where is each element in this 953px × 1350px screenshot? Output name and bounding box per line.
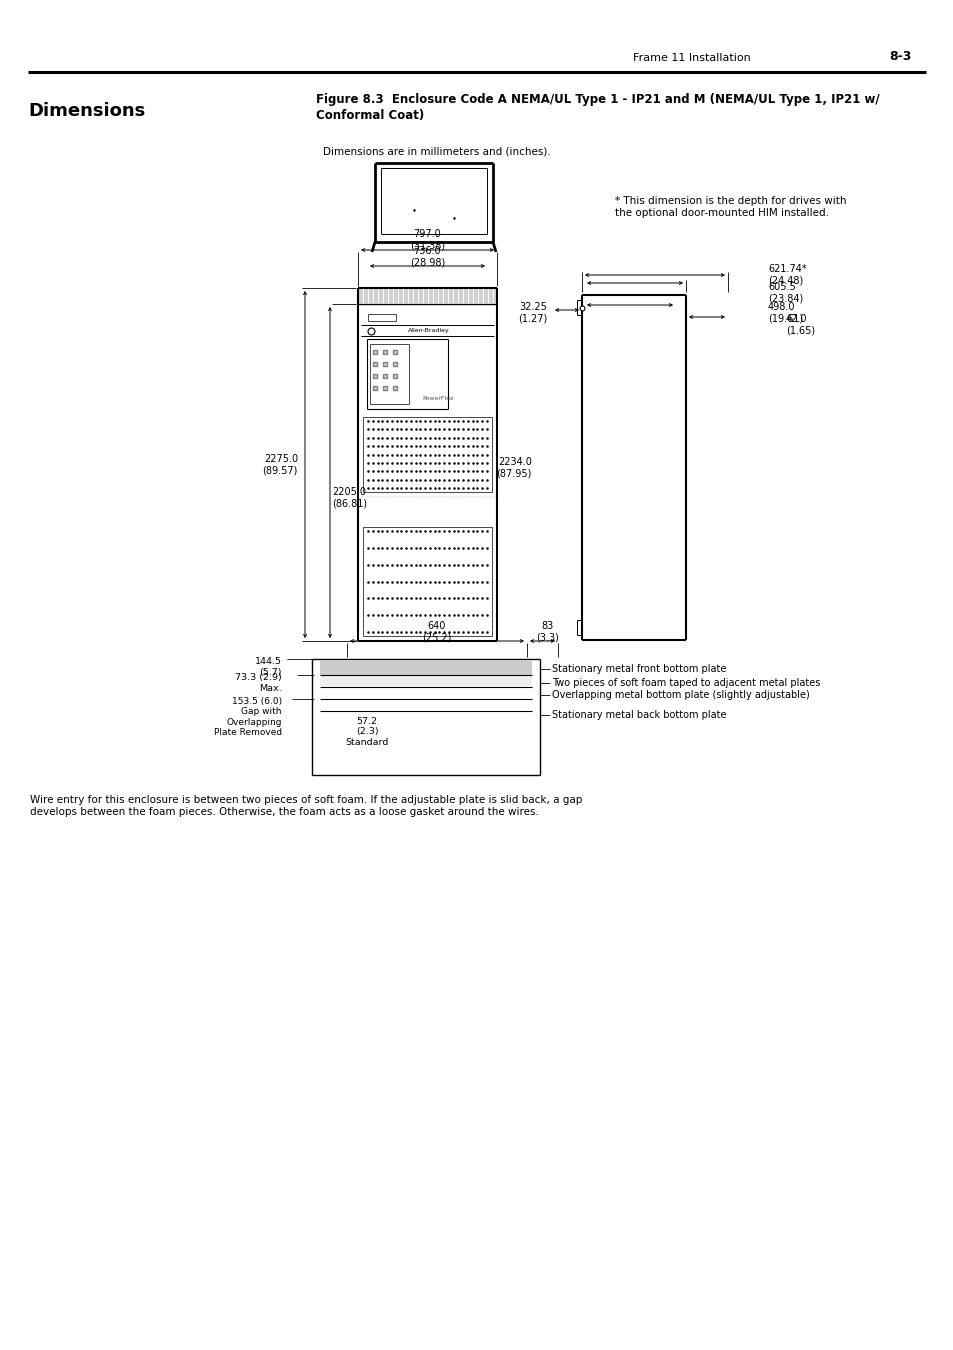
Text: 83
(3.3): 83 (3.3) — [536, 621, 558, 643]
Text: Overlapping metal bottom plate (slightly adjustable): Overlapping metal bottom plate (slightly… — [552, 690, 809, 701]
Text: * This dimension is the depth for drives with
the optional door-mounted HIM inst: * This dimension is the depth for drives… — [615, 196, 845, 217]
Text: 73.3 (2.9)
Max.: 73.3 (2.9) Max. — [235, 674, 282, 693]
Text: Dimensions: Dimensions — [28, 103, 145, 120]
Text: 605.5
(23.84): 605.5 (23.84) — [767, 282, 802, 304]
Text: 144.5
(5.7): 144.5 (5.7) — [254, 657, 282, 676]
Text: Dimensions are in millimeters and (inches).: Dimensions are in millimeters and (inche… — [323, 147, 550, 157]
Text: 2275.0
(89.57): 2275.0 (89.57) — [262, 454, 297, 475]
Text: Wire entry for this enclosure is between two pieces of soft foam. If the adjusta: Wire entry for this enclosure is between… — [30, 795, 581, 817]
Text: PowerFlex: PowerFlex — [421, 397, 454, 401]
Text: 57.2
(2.3)
Standard: 57.2 (2.3) Standard — [345, 717, 388, 747]
Text: Conformal Coat): Conformal Coat) — [315, 109, 424, 122]
Text: 797.0
(31.38): 797.0 (31.38) — [410, 230, 445, 251]
Text: 2234.0
(87.95): 2234.0 (87.95) — [497, 456, 532, 478]
Bar — [319, 662, 532, 675]
Text: Stationary metal front bottom plate: Stationary metal front bottom plate — [552, 664, 725, 674]
Text: 2205.0
(86.81): 2205.0 (86.81) — [332, 487, 367, 509]
Text: 8-3: 8-3 — [888, 50, 910, 63]
Text: 42.0
(1.65): 42.0 (1.65) — [785, 315, 814, 336]
Text: Frame 11 Installation: Frame 11 Installation — [633, 53, 750, 63]
Text: 640
(25.2): 640 (25.2) — [422, 621, 451, 643]
Text: Figure 8.3  Enclosure Code A NEMA/UL Type 1 - IP21 and M (NEMA/UL Type 1, IP21 w: Figure 8.3 Enclosure Code A NEMA/UL Type… — [315, 93, 879, 107]
Text: 621.74*
(24.48): 621.74* (24.48) — [767, 265, 806, 286]
Text: 498.0
(19.61): 498.0 (19.61) — [767, 302, 802, 324]
Text: Allen-Bradley: Allen-Bradley — [408, 328, 449, 333]
Text: 32.25
(1.27): 32.25 (1.27) — [517, 302, 546, 324]
Bar — [319, 676, 532, 686]
Text: 736.0
(28.98): 736.0 (28.98) — [410, 246, 445, 267]
Text: 153.5 (6.0)
Gap with
Overlapping
Plate Removed: 153.5 (6.0) Gap with Overlapping Plate R… — [213, 697, 282, 737]
Text: Stationary metal back bottom plate: Stationary metal back bottom plate — [552, 710, 726, 720]
Text: Two pieces of soft foam taped to adjacent metal plates: Two pieces of soft foam taped to adjacen… — [552, 678, 820, 688]
